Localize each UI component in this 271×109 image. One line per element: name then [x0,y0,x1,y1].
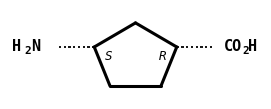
Text: 2: 2 [24,46,31,56]
Text: H: H [12,39,21,54]
Text: 2: 2 [242,46,249,56]
Text: R: R [159,50,166,63]
Text: S: S [105,50,112,63]
Text: H: H [248,39,257,54]
Text: CO: CO [224,39,242,54]
Text: N: N [31,39,40,54]
